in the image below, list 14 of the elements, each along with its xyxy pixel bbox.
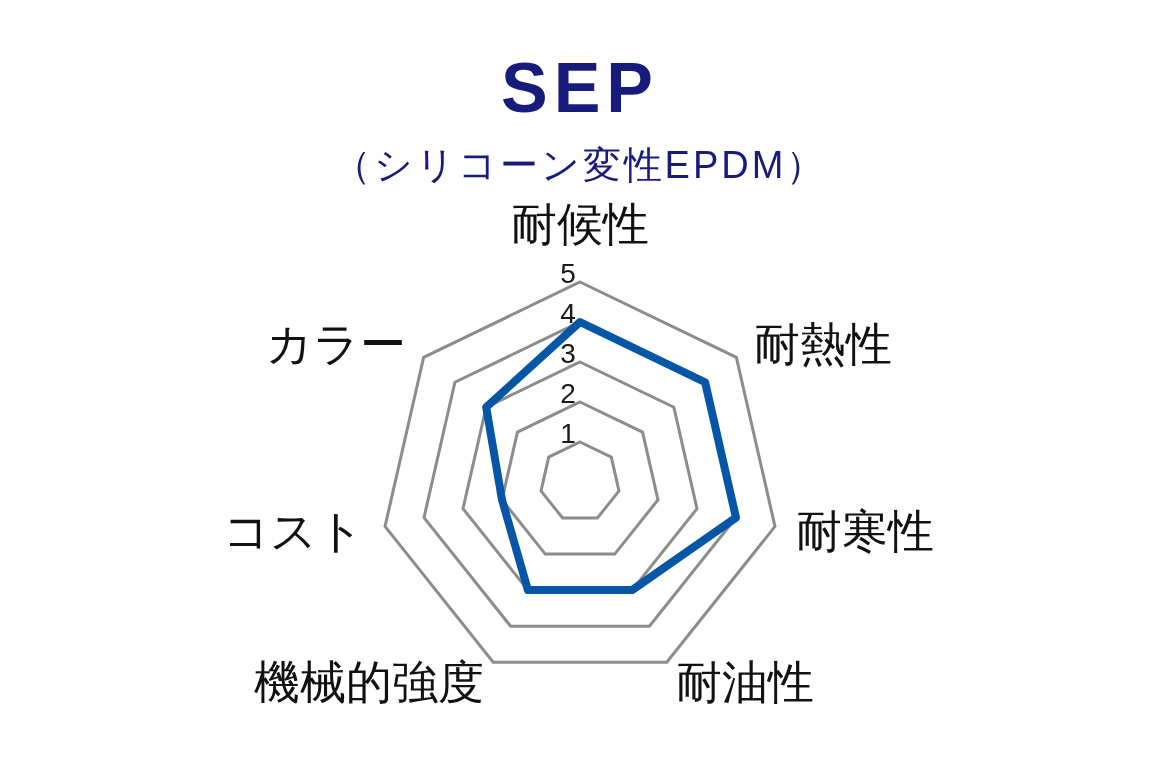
tick-label: 5 (560, 258, 576, 289)
tick-label: 2 (560, 378, 576, 409)
tick-label: 4 (560, 298, 576, 329)
category-label: 耐油性 (676, 656, 815, 708)
tick-label: 1 (560, 418, 576, 449)
category-label: 機械的強度 (253, 656, 484, 708)
subtitle: （シリコーン変性EPDM） (332, 144, 828, 186)
category-label: 耐候性 (511, 198, 649, 250)
category-label: コスト (222, 505, 364, 558)
title: SEP (500, 49, 660, 127)
category-label: 耐熱性 (753, 317, 892, 370)
tick-label: 3 (560, 338, 576, 369)
category-label: カラー (266, 317, 407, 370)
category-label: 耐寒性 (796, 505, 935, 558)
